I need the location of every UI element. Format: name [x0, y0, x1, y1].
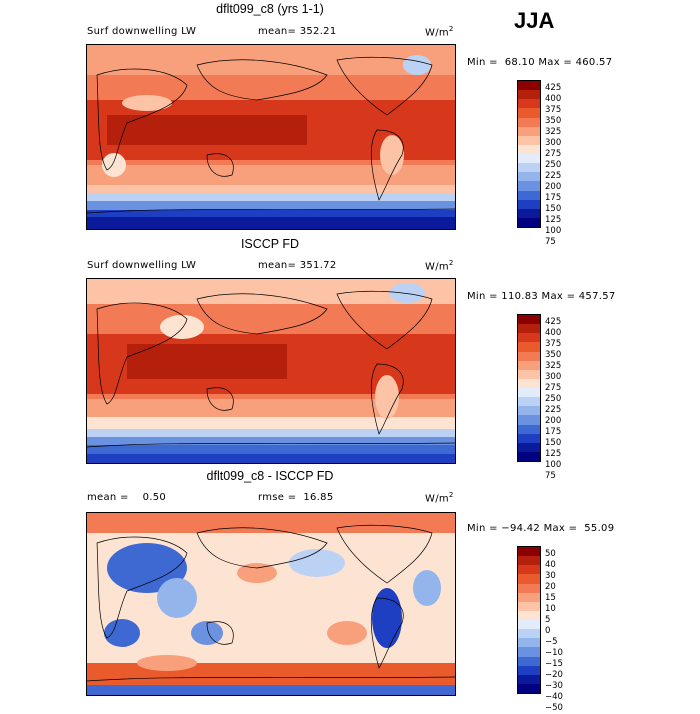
season-label: JJA [514, 8, 555, 33]
panel-3-min-max: Min = −94.42 Max = 55.09 [467, 523, 615, 534]
colorbar-tick: 375 [545, 339, 562, 349]
panel-2-colorbar [517, 314, 541, 462]
panel-2-map-field [87, 279, 455, 463]
colorbar-tick: 15 [545, 593, 556, 603]
colorbar-tick: 275 [545, 383, 562, 393]
panel-1-min-max: Min = 68.10 Max = 460.57 [467, 57, 613, 68]
panel-1-colorbar-ticks: 425 400 375 350 325 300 275 250 225 200 … [545, 83, 561, 248]
colorbar-tick: 50 [545, 549, 556, 559]
colorbar-tick: 100 [545, 460, 562, 470]
colorbar-tick: 10 [545, 604, 556, 614]
colorbar-tick: 325 [545, 127, 562, 137]
colorbar-tick: 200 [545, 182, 562, 192]
colorbar-tick: 325 [545, 361, 562, 371]
colorbar-tick: 350 [545, 116, 562, 126]
colorbar-tick: 40 [545, 560, 556, 570]
colorbar-tick: −20 [545, 670, 563, 680]
colorbar-tick: 125 [545, 449, 562, 459]
colorbar-tick: 250 [545, 160, 562, 170]
colorbar-tick: −50 [545, 703, 563, 713]
colorbar-tick: 0 [545, 626, 551, 636]
panel-3-units: W/m2 [425, 491, 454, 505]
panel-3-mean-label: mean = 0.50 [87, 492, 167, 503]
colorbar-tick: 225 [545, 405, 562, 415]
panel-1-map [86, 44, 456, 230]
panel-3-map [86, 512, 456, 696]
colorbar-tick: 350 [545, 350, 562, 360]
colorbar-tick: 300 [545, 372, 562, 382]
panel-1-variable-label: Surf downwelling LW [87, 26, 197, 37]
panel-1-map-field [87, 45, 455, 229]
colorbar-tick: 175 [545, 193, 562, 203]
panel-2-map [86, 278, 456, 464]
panel-3-colorbar [517, 546, 541, 694]
colorbar-tick: −40 [545, 692, 563, 702]
colorbar-tick: 300 [545, 138, 562, 148]
colorbar-tick: −30 [545, 681, 563, 691]
panel-2-colorbar-ticks: 425 400 375 350 325 300 275 250 225 200 … [545, 317, 561, 482]
colorbar-tick: 225 [545, 171, 562, 181]
panel-3-title: dflt099_c8 - ISCCP FD [206, 469, 334, 483]
colorbar-tick: 275 [545, 149, 562, 159]
colorbar-tick: 425 [545, 83, 562, 93]
colorbar-tick: 200 [545, 416, 562, 426]
panel-2-min-max: Min = 110.83 Max = 457.57 [467, 291, 616, 302]
colorbar-tick: 150 [545, 204, 562, 214]
panel-2-title: ISCCP FD [240, 237, 300, 251]
panel-1-colorbar [517, 80, 541, 228]
panel-1-mean-label: mean= 352.21 [258, 26, 337, 37]
colorbar-tick: 425 [545, 317, 562, 327]
colorbar-tick: 75 [545, 237, 556, 247]
colorbar-tick: 30 [545, 571, 556, 581]
colorbar-tick: 375 [545, 105, 562, 115]
colorbar-tick: 5 [545, 615, 551, 625]
panel-1-title: dflt099_c8 (yrs 1-1) [216, 2, 324, 16]
colorbar-tick: 400 [545, 94, 562, 104]
panel-3-colorbar-ticks: 50 40 30 20 15 10 5 0 −5 −10 −15 −20 −30… [545, 549, 563, 714]
panel-3-rmse-label: rmse = 16.85 [258, 492, 334, 503]
colorbar-tick: 20 [545, 582, 556, 592]
panel-1-units: W/m2 [425, 25, 454, 39]
colorbar-tick: 175 [545, 427, 562, 437]
colorbar-tick: −10 [545, 648, 563, 658]
colorbar-tick: 100 [545, 226, 562, 236]
panel-2-mean-label: mean= 351.72 [258, 260, 337, 271]
colorbar-tick: 250 [545, 394, 562, 404]
panel-2-units: W/m2 [425, 259, 454, 273]
colorbar-tick: 125 [545, 215, 562, 225]
colorbar-tick: 150 [545, 438, 562, 448]
panel-2-variable-label: Surf downwelling LW [87, 260, 197, 271]
colorbar-tick: −15 [545, 659, 563, 669]
panel-3-map-field [87, 513, 455, 695]
colorbar-tick: 75 [545, 471, 556, 481]
colorbar-tick: −5 [545, 637, 558, 647]
colorbar-tick: 400 [545, 328, 562, 338]
